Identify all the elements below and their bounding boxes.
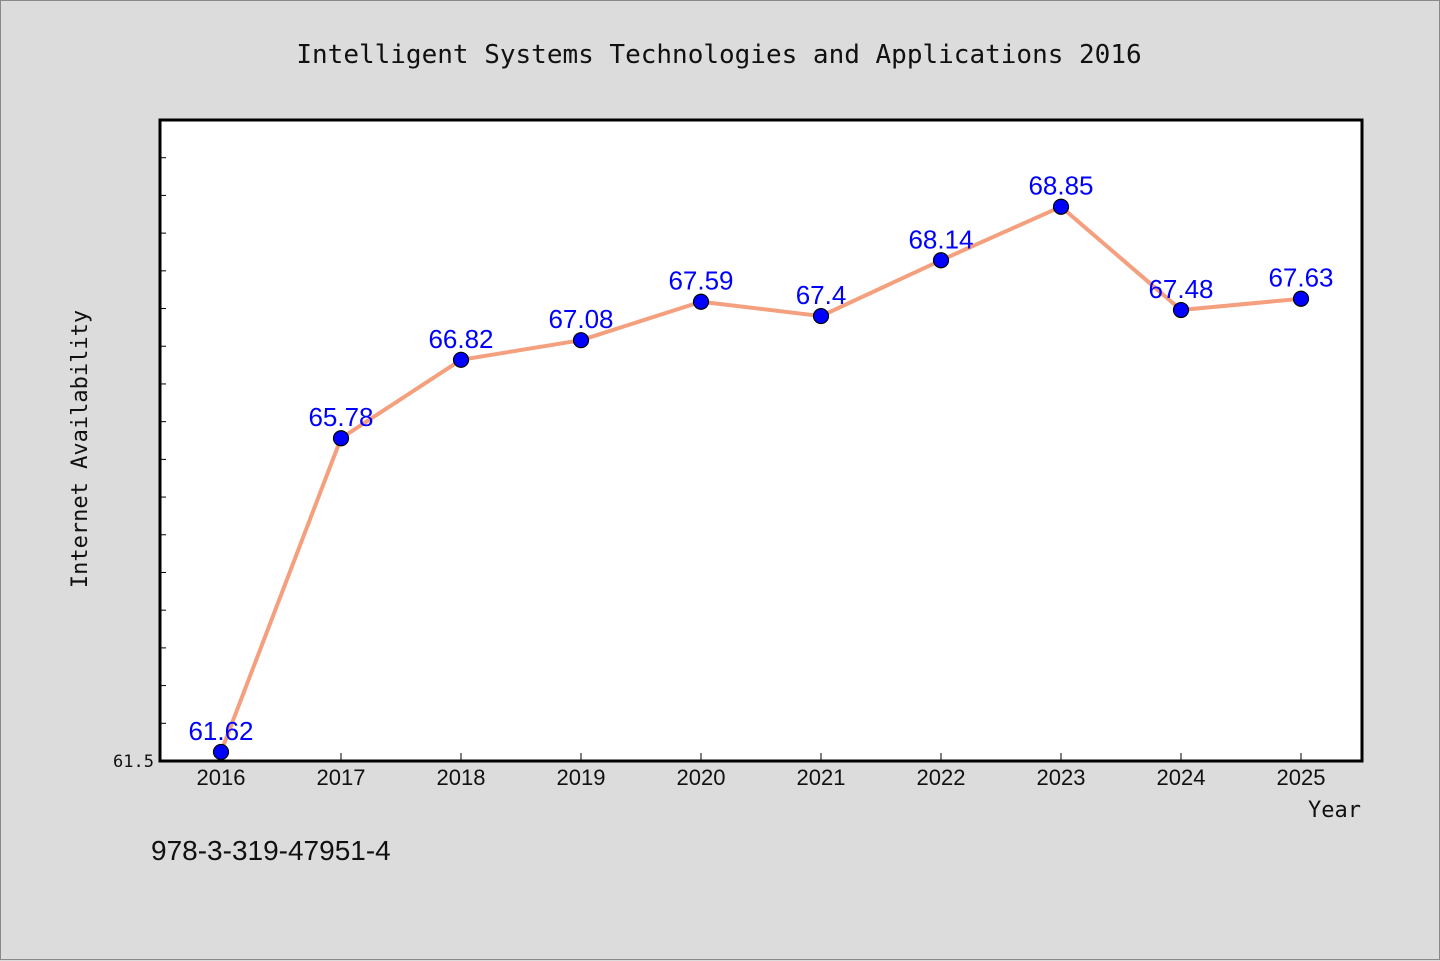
series-layer: 61.62 65.78 66.82 67.08 67.59 67.4 68.14 68.85 6…	[188, 171, 1334, 761]
x-axis-title: Year	[1308, 798, 1361, 823]
data-point	[572, 332, 590, 349]
x-tick-label: 2018	[437, 765, 486, 790]
data-label: 67.63	[1268, 263, 1333, 293]
chart-title: Intelligent Systems Technologies and App…	[296, 40, 1141, 70]
footnote-isbn: 978-3-319-47951-4	[151, 835, 391, 866]
data-point	[692, 293, 710, 310]
y-axis-title: Internet Availability	[68, 310, 93, 588]
data-point	[812, 307, 830, 325]
data-label: 67.48	[1148, 274, 1213, 304]
x-tick-label: 2016	[197, 765, 246, 790]
x-tick-label: 2019	[557, 765, 606, 790]
plot-area	[158, 118, 1364, 763]
x-tick-label: 2021	[797, 765, 846, 790]
y-axis-ticks	[160, 119, 166, 762]
data-point	[1172, 301, 1190, 319]
x-tick-label: 2022	[917, 765, 966, 790]
data-point	[1052, 198, 1070, 215]
data-label: 68.85	[1028, 171, 1093, 201]
data-label: 61.62	[188, 716, 253, 746]
y-tick-label: 61.5	[113, 752, 154, 772]
data-point	[932, 252, 950, 269]
data-label: 67.4	[796, 280, 847, 310]
data-point	[1292, 290, 1310, 307]
series-line	[219, 204, 1302, 753]
x-tick-label: 2020	[677, 765, 726, 790]
data-label: 67.08	[548, 304, 613, 334]
data-point	[452, 351, 470, 368]
data-label: 66.82	[428, 324, 493, 354]
x-tick-label: 2025	[1277, 765, 1326, 790]
x-tick-label: 2017	[317, 765, 366, 790]
data-label: 68.14	[908, 224, 973, 254]
data-label: 67.59	[668, 266, 733, 296]
data-point	[332, 430, 350, 447]
data-point	[212, 743, 230, 761]
x-tick-label: 2024	[1157, 765, 1206, 790]
x-tick-label: 2023	[1037, 765, 1086, 790]
data-label: 65.78	[308, 402, 373, 432]
